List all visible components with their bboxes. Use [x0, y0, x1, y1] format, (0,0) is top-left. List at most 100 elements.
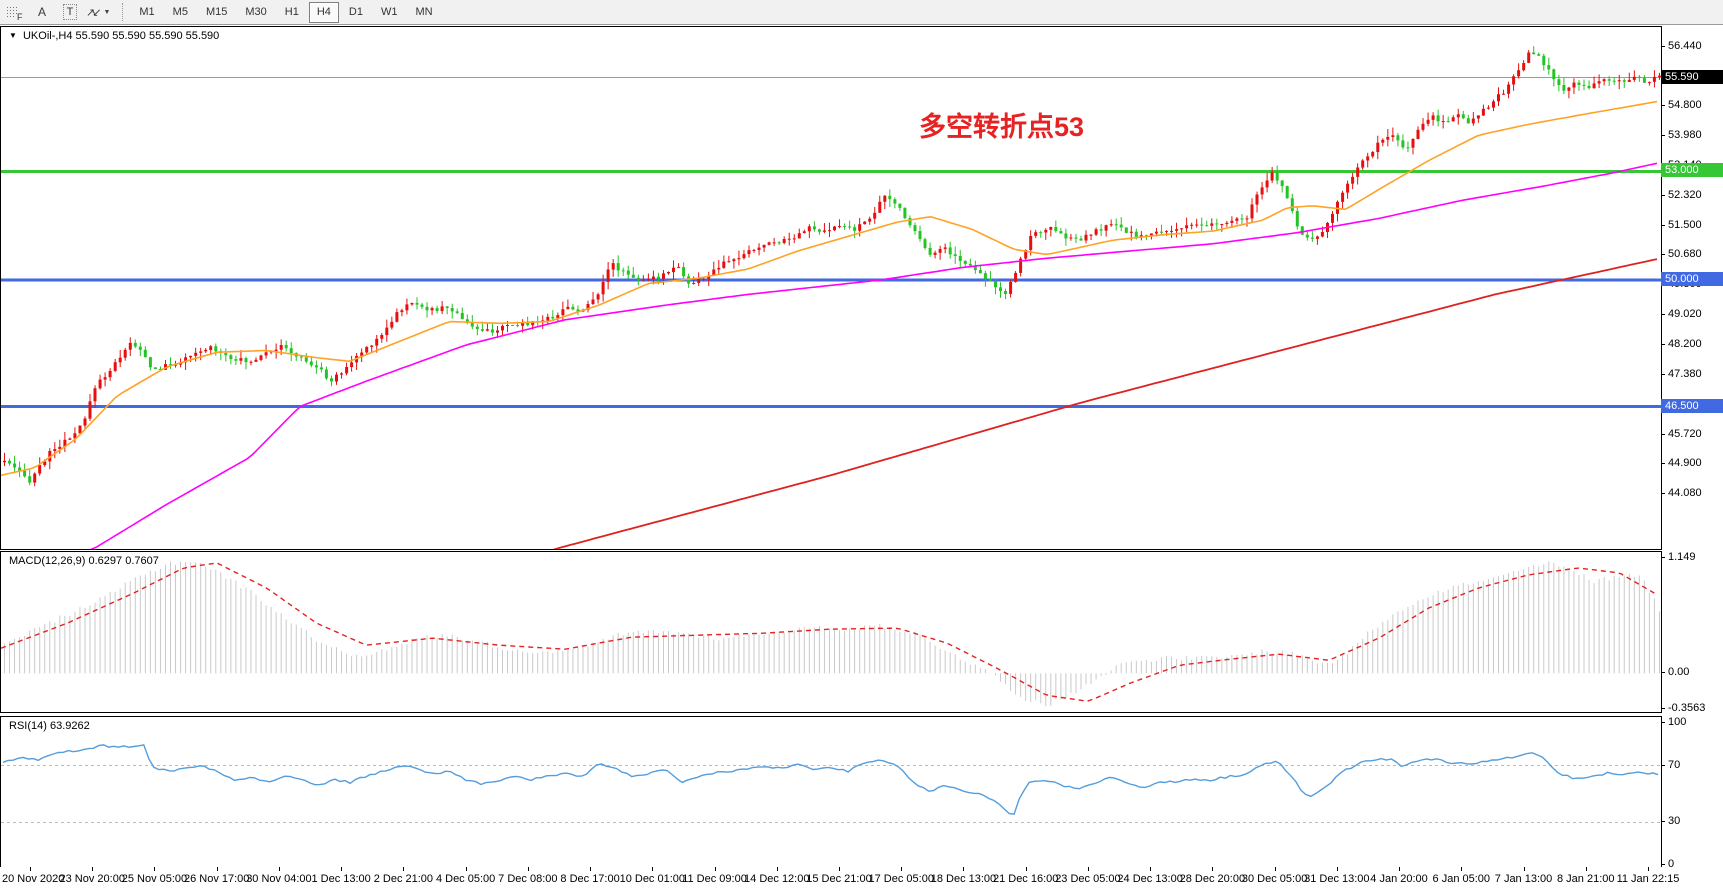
time-axis-label: 8 Jan 21:00 — [1557, 873, 1615, 885]
arrow-tools-icon[interactable]: ↗↙ ▼ — [86, 2, 110, 22]
letter-a-glyph: A — [37, 5, 46, 19]
price-axis-label-tick — [1661, 493, 1665, 495]
price-axis-label-tick — [1661, 314, 1665, 316]
time-axis-tick — [963, 867, 964, 871]
time-axis-tick — [279, 867, 280, 871]
text-label-icon[interactable]: A — [30, 2, 54, 22]
timeframe-button-h4[interactable]: H4 — [308, 1, 339, 23]
time-axis-label: 6 Jan 05:00 — [1432, 873, 1491, 885]
time-axis-tick — [403, 867, 404, 871]
price-axis-label: 54.800 — [1668, 99, 1702, 112]
time-axis-label: 11 Jan 22:15 — [1616, 873, 1680, 885]
time-axis-tick — [1088, 867, 1089, 871]
time-axis-tick — [590, 867, 591, 871]
time-axis-label: 15 Dec 21:00 — [806, 873, 872, 885]
price-axis-label: 50.680 — [1668, 248, 1702, 261]
time-axis-tick — [1586, 867, 1587, 871]
chart-annotation-text[interactable]: 多空转折点53 — [919, 112, 1085, 142]
time-axis-tick — [1524, 867, 1525, 871]
time-axis-tick — [30, 867, 31, 871]
svg-text:F: F — [17, 12, 23, 21]
timeframe-button-m5[interactable]: M5 — [172, 6, 188, 18]
macd-panel[interactable]: MACD(12,26,9) 0.6297 0.7607 — [0, 551, 1662, 713]
time-axis-label: 2 Dec 21:00 — [373, 873, 434, 885]
level-price-tag: 46.500 — [1661, 398, 1723, 413]
price-axis-label-tick — [1661, 373, 1665, 375]
rsi-label: RSI(14) 63.9262 — [9, 720, 90, 732]
timeframe-button-m15[interactable]: M15 — [205, 6, 228, 18]
price-axis-label: 44.080 — [1668, 487, 1702, 500]
timeframe-button-mn[interactable]: MN — [415, 6, 433, 18]
time-axis-label: 4 Dec 05:00 — [435, 873, 496, 885]
rsi-value: 63.9262 — [49, 720, 90, 732]
time-axis-tick — [839, 867, 840, 871]
candlestick-chart[interactable] — [1, 27, 1661, 549]
time-axis-tick — [1399, 867, 1400, 871]
level-price-tag: 53.000 — [1661, 163, 1723, 178]
time-axis-tick — [1337, 867, 1338, 871]
macd-chart[interactable] — [1, 552, 1661, 712]
price-axis-label-tick — [1661, 463, 1665, 465]
price-axis-label: 44.900 — [1668, 457, 1702, 470]
time-axis-label: 31 Dec 13:00 — [1304, 873, 1370, 885]
time-axis-tick — [1212, 867, 1213, 871]
time-axis[interactable]: 20 Nov 2020 23 Nov 20:00 25 Nov 05:00 26 No… — [0, 867, 1723, 889]
symbol-quote-text: UKOil-,H4 55.590 55.590 55.590 55.590 — [22, 30, 220, 42]
time-axis-label: 23 Nov 20:00 — [59, 873, 125, 885]
price-axis-label-tick — [1661, 46, 1665, 47]
macd-axis-label: -0.3563 — [1668, 702, 1706, 714]
rsi-axis-label-tick — [1661, 864, 1665, 865]
time-axis-label: 23 Dec 05:00 — [1055, 873, 1121, 885]
chevron-down-icon[interactable]: ▼ — [103, 8, 111, 16]
symbol-title: ▼ UKOil-,H4 55.590 55.590 55.590 55.590 — [9, 30, 219, 42]
price-axis-label-tick — [1661, 254, 1665, 256]
macd-axis-label: 0.00 — [1668, 666, 1690, 679]
time-axis-label: 21 Dec 16:00 — [992, 873, 1059, 885]
time-axis-tick — [1150, 867, 1151, 871]
time-axis-tick — [217, 867, 218, 871]
dotted-grid-glyph: F — [7, 6, 23, 21]
price-axis-label-tick — [1661, 105, 1665, 107]
rsi-axis-label-tick — [1661, 821, 1665, 823]
time-axis-label: 8 Dec 17:00 — [560, 873, 620, 885]
letter-t-glyph: T — [62, 4, 78, 20]
time-axis-label: 25 Nov 05:00 — [121, 873, 188, 885]
price-axis-label-tick — [1661, 433, 1665, 435]
time-axis-label: 17 Dec 05:00 — [868, 873, 934, 885]
timeframe-button-d1[interactable]: D1 — [348, 6, 363, 18]
time-axis-label: 14 Dec 12:00 — [744, 873, 810, 885]
macd-label: MACD(12,26,9) 0.6297 0.7607 — [9, 555, 159, 567]
timeframe-button-m1[interactable]: M1 — [139, 6, 155, 18]
time-axis-label: 20 Nov 2020 — [2, 873, 65, 885]
rsi-name: RSI(14) — [9, 720, 47, 732]
rsi-chart[interactable] — [1, 717, 1661, 867]
time-axis-label: 7 Dec 08:00 — [498, 873, 558, 885]
price-axis-label-tick — [1661, 134, 1665, 136]
timeframe-button-h1[interactable]: H1 — [284, 6, 299, 18]
price-axis-label-tick — [1661, 195, 1665, 197]
timeframe-button-m30[interactable]: M30 — [245, 6, 267, 18]
main-chart-panel[interactable]: ▼ UKOil-,H4 55.590 55.590 55.590 55.590 … — [0, 26, 1662, 550]
price-axis-label: 49.020 — [1668, 308, 1702, 321]
price-axis-label-tick — [1661, 224, 1665, 226]
rsi-panel[interactable]: RSI(14) 63.9262 — [0, 716, 1662, 868]
timeframe-button-group: M1 M5 M15 M30 H1 H4 D1 W1 MN — [130, 1, 441, 23]
rsi-axis-label-tick — [1661, 764, 1665, 766]
macd-name: MACD(12,26,9) — [9, 555, 86, 567]
rsi-axis-label: 100 — [1668, 716, 1687, 728]
time-axis-tick — [154, 867, 155, 871]
time-axis-label: 30 Dec 05:00 — [1241, 873, 1308, 885]
time-axis-tick — [92, 867, 93, 871]
time-axis-label: 1 Dec 13:00 — [311, 873, 371, 885]
macd-axis-label-tick — [1661, 672, 1665, 674]
level-price-tag: 50.000 — [1661, 271, 1723, 286]
timeframe-button-w1[interactable]: W1 — [380, 6, 398, 18]
expand-triangle-icon[interactable]: ▼ — [9, 31, 17, 40]
time-axis-tick — [466, 867, 467, 871]
macd-axis-label: 1.149 — [1668, 551, 1696, 563]
macd-signal-value: 0.7607 — [125, 555, 159, 567]
fibo-grid-icon[interactable]: F — [2, 2, 26, 22]
toolbar-separator — [122, 3, 124, 21]
text-box-icon[interactable]: T — [58, 2, 82, 22]
time-axis-tick — [1275, 867, 1276, 871]
